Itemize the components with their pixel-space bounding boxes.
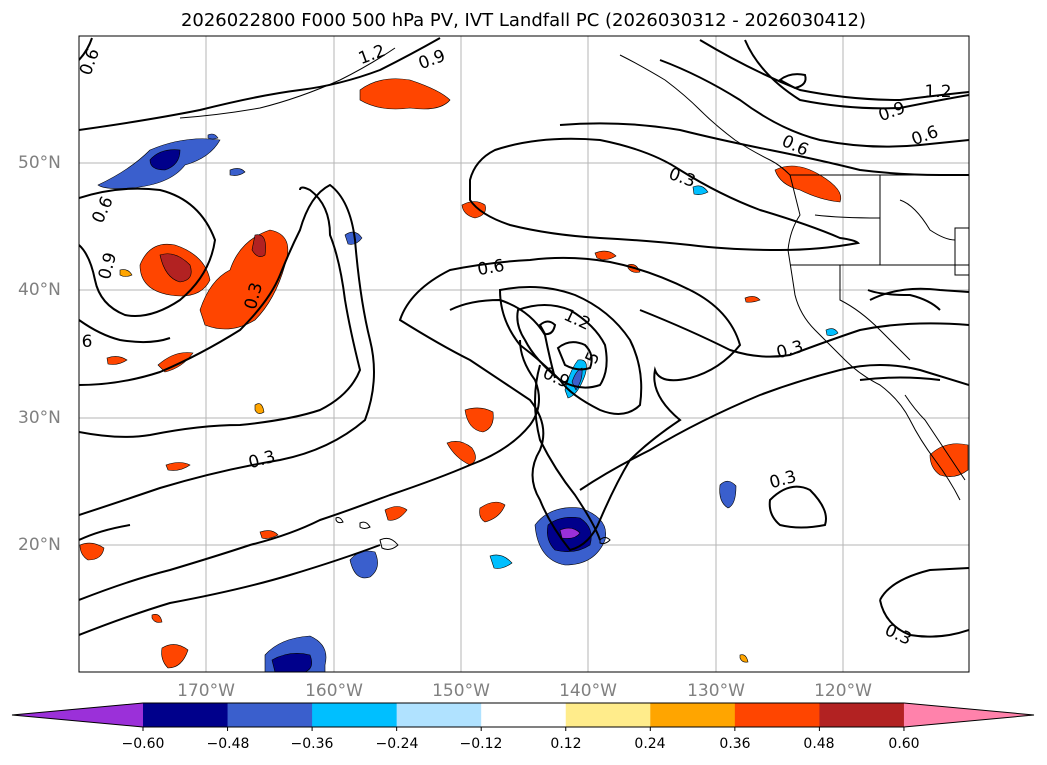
contour-label: 1.2 [924, 82, 951, 102]
lat-label-40n: 40°N [18, 280, 61, 300]
contour-label: 0.3 [767, 467, 798, 493]
colorbar-segment [312, 703, 398, 727]
contour-label: 6 [82, 332, 93, 352]
coastlines [179, 47, 969, 501]
colorbar-tick: 0.36 [719, 736, 751, 752]
contour-label: 1.2 [561, 305, 594, 335]
contour-label: 1.2 [356, 41, 388, 69]
contour-label: 0.3 [774, 337, 805, 363]
positive-anomaly-regions [79, 78, 969, 669]
lon-label-170w: 170°W [177, 681, 235, 701]
colorbar-tick: 0.60 [888, 736, 920, 752]
colorbar-tick: −0.60 [121, 736, 165, 752]
colorbar-extend-min [12, 703, 143, 727]
contour-label: 0.3 [882, 620, 915, 650]
colorbar-tick: 0.48 [803, 736, 835, 752]
colorbar-segment [143, 703, 229, 727]
colorbar-segment [565, 703, 651, 727]
contour-label: 0.9 [876, 98, 908, 126]
contour-label: 0.3 [246, 447, 277, 473]
colorbar-tick: 0.24 [634, 736, 666, 752]
colorbar-tick: 0.12 [550, 736, 582, 752]
lon-label-140w: 140°W [559, 681, 617, 701]
lon-label-130w: 130°W [687, 681, 745, 701]
colorbar-segment [396, 703, 482, 727]
lon-label-160w: 160°W [305, 681, 363, 701]
pv-contours [79, 37, 969, 638]
negative-anomaly-regions [97, 133, 839, 672]
contour-label: 0.6 [909, 122, 941, 150]
colorbar-segment [650, 703, 736, 727]
contour-label: 0.6 [76, 46, 104, 78]
gridlines [79, 36, 969, 672]
islands [335, 517, 611, 550]
colorbar-tick: −0.48 [206, 736, 250, 752]
map-title: 2026022800 F000 500 hPa PV, IVT Landfall… [180, 10, 867, 31]
contour-label: 0.6 [88, 194, 118, 227]
colorbar-tick: −0.36 [290, 736, 334, 752]
lon-label-150w: 150°W [432, 681, 490, 701]
contour-label: 0.6 [476, 256, 506, 280]
lat-label-30n: 30°N [18, 408, 61, 428]
lat-label-20n: 20°N [18, 535, 61, 555]
colorbar-segment [734, 703, 820, 727]
contour-label: 0.9 [95, 250, 121, 281]
colorbar-segment [227, 703, 313, 727]
colorbar-extend-max [903, 703, 1034, 727]
lon-label-120w: 120°W [814, 681, 872, 701]
colorbar [11, 702, 1035, 731]
colorbar-segment [819, 703, 905, 727]
colorbar-tick: −0.24 [375, 736, 419, 752]
colorbar-tick: −0.12 [459, 736, 503, 752]
contour-label: 0.9 [416, 46, 448, 74]
colorbar-segment [481, 703, 567, 727]
map-frame [78, 35, 970, 673]
lat-label-50n: 50°N [18, 153, 61, 173]
